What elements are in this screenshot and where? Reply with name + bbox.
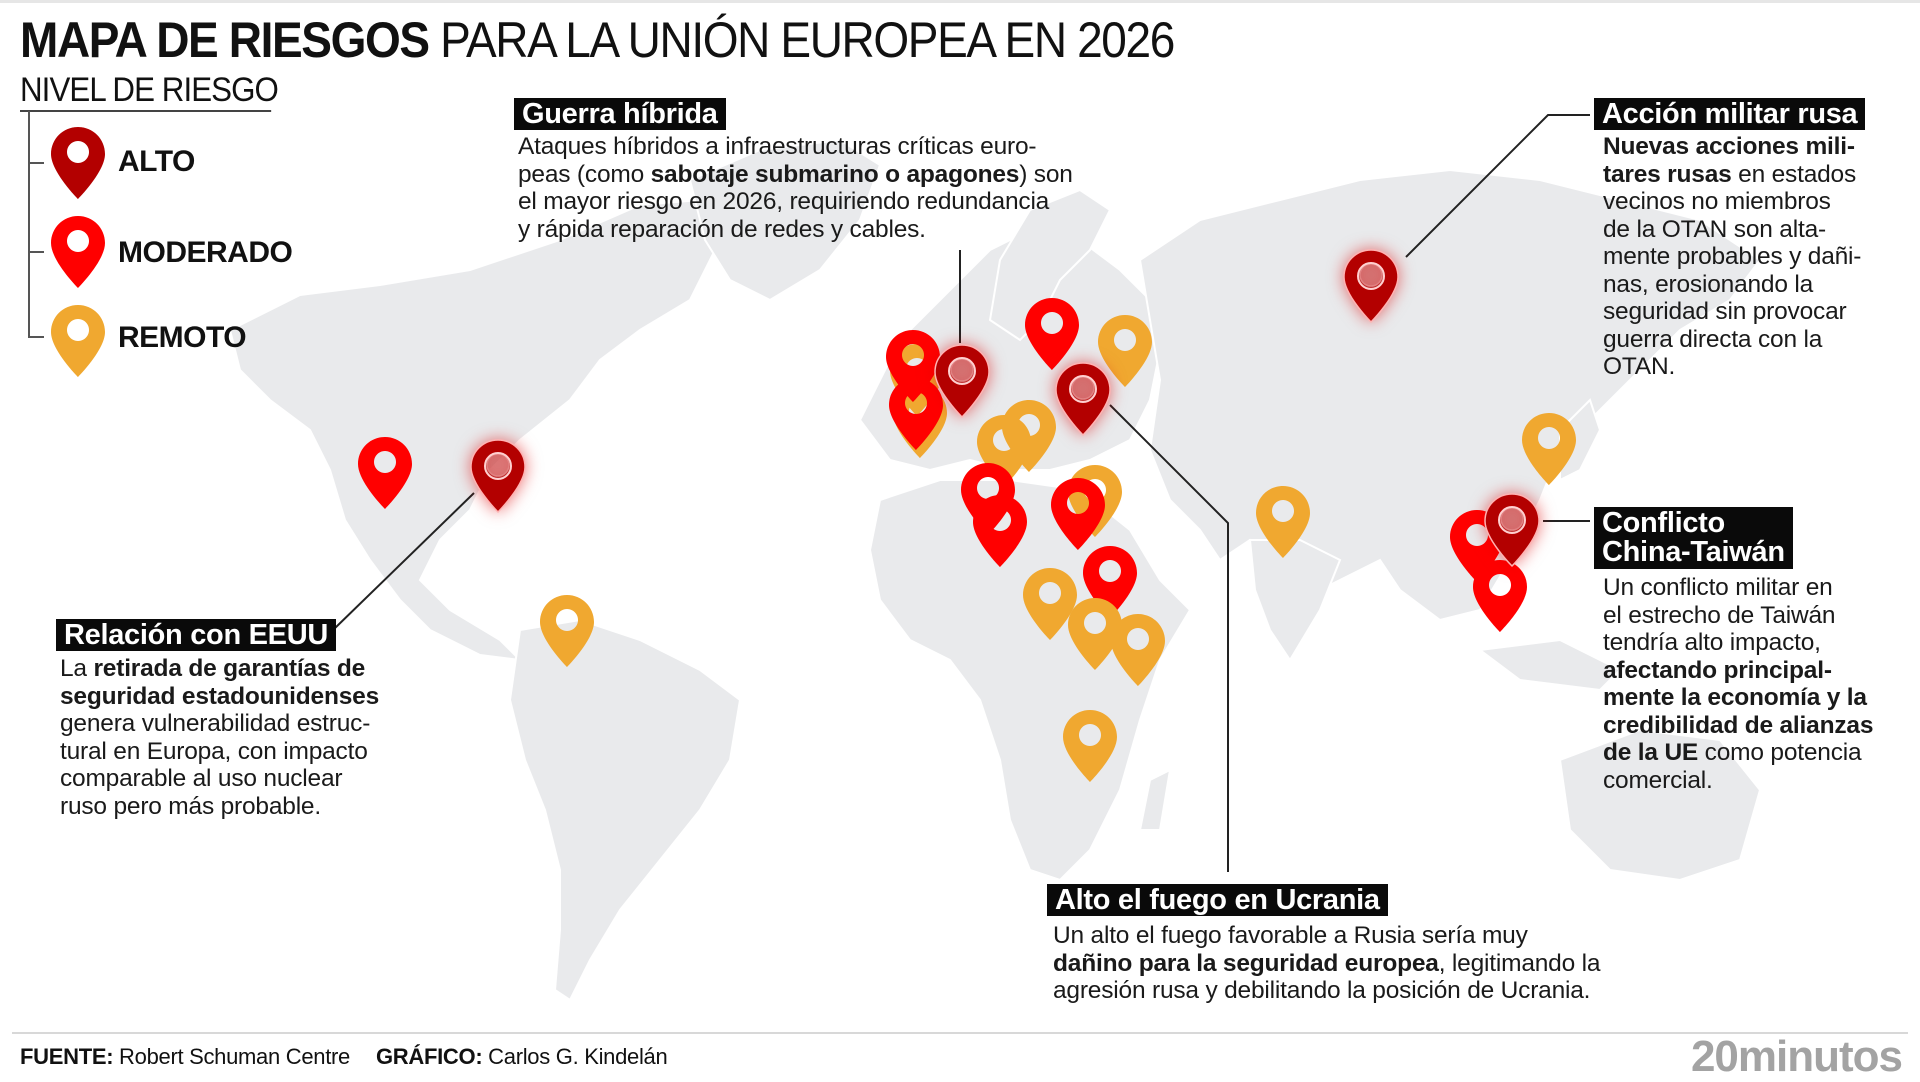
text-line: Ataques híbridos a infraestructuras crít… — [518, 133, 1037, 160]
legend-tree-line — [28, 111, 30, 338]
text-line: afectando principal- — [1603, 656, 1832, 684]
text-line: y rápida reparación de redes y cables. — [518, 215, 926, 243]
text-line: comparable al uso nuclear — [60, 765, 343, 792]
callout-text-accion-militar-rusa: Nuevas acciones mili- tares rusas en est… — [1603, 133, 1913, 381]
legend-pin-remoto-icon — [51, 305, 105, 377]
callout-text-guerra-hibrida: Ataques híbridos a infraestructuras crít… — [518, 133, 1138, 243]
south-america — [508, 618, 742, 1002]
text-line: peas (como sabotaje submarino o apagones… — [518, 160, 1073, 188]
text-line: el mayor riesgo en 2026, requiriendo red… — [518, 188, 1050, 215]
source-value: Robert Schuman Centre — [113, 1044, 350, 1069]
legend-pin-moderado-icon — [51, 216, 105, 288]
text-line: seguridad sin provocar — [1603, 298, 1847, 325]
se-asia-islands — [1477, 638, 1622, 692]
text-line: de la UE como potencia — [1603, 739, 1862, 766]
map-pin-moderado-icon — [1473, 560, 1527, 632]
text-line: ruso pero más probable. — [60, 792, 321, 820]
title-light: PARA LA UNIÓN EUROPEA EN 2026 — [440, 12, 1175, 68]
footer-divider — [12, 1032, 1908, 1034]
text-line: OTAN. — [1603, 353, 1676, 380]
text-line: Un conflicto militar en — [1603, 574, 1833, 601]
map-pin-alto-icon — [934, 344, 990, 419]
callout-title-guerra-hibrida: Guerra híbrida — [514, 98, 726, 130]
map-pin-moderado-icon — [889, 378, 943, 450]
india — [1248, 539, 1342, 662]
map-pin-remoto-icon — [540, 595, 594, 667]
text-line: La retirada de garantías de — [60, 655, 366, 682]
map-pin-remoto-icon — [1002, 400, 1056, 472]
text-line: tural en Europa, con impacto — [60, 737, 368, 765]
map-pin-remoto-icon — [1023, 568, 1077, 640]
text-line: seguridad estadounidenses — [60, 682, 380, 710]
map-pin-moderado-icon — [1025, 298, 1079, 370]
footer-credits: FUENTE: Robert Schuman Centre GRÁFICO: Ca… — [20, 1044, 668, 1070]
greenland — [688, 138, 882, 302]
map-pin-remoto-icon — [1068, 598, 1122, 670]
text-line: de la OTAN son alta- — [1603, 215, 1826, 243]
north-america — [228, 198, 722, 662]
text-line: Un alto el fuego favorable a Rusia sería… — [1053, 922, 1528, 949]
page-title: MAPA DE RIESGOS PARA LA UNIÓN EUROPEA EN… — [20, 12, 1175, 68]
legend-label-remoto: REMOTO — [118, 321, 247, 354]
source-label: FUENTE: — [20, 1044, 114, 1069]
map-pin-alto-icon — [1484, 493, 1540, 568]
map-pin-moderado-icon — [973, 495, 1027, 567]
text-line: agresión rusa y debilitando la posición … — [1053, 977, 1591, 1004]
legend-title: NIVEL DE RIESGO — [20, 72, 279, 112]
callout-title-relacion-eeuu: Relación con EEUU — [56, 619, 337, 651]
australia — [1558, 728, 1762, 882]
text-line: mente la economía y la — [1603, 684, 1867, 711]
legend-tick — [28, 336, 44, 338]
legend-pin-alto-icon — [51, 127, 105, 199]
callout-title-accion-militar-rusa: Acción militar rusa — [1594, 98, 1866, 130]
text-line: mente probables y dañi- — [1603, 243, 1862, 270]
graphic-label: GRÁFICO: — [375, 1044, 483, 1069]
map-pin-remoto-icon — [1098, 315, 1152, 387]
text-line: tares rusas en estados — [1603, 160, 1857, 188]
legend-tick — [28, 251, 44, 253]
callout-text-relacion-eeuu: La retirada de garantías de seguridad es… — [60, 655, 420, 820]
map-pin-remoto-icon — [1111, 614, 1165, 686]
map-pin-moderado-icon — [358, 437, 412, 509]
text-line: comercial. — [1603, 766, 1713, 794]
callout-text-china-taiwan: Un conflicto militar en el estrecho de T… — [1603, 574, 1913, 794]
map-pin-remoto-icon — [1063, 710, 1117, 782]
map-pin-alto-icon — [1055, 362, 1111, 437]
text-line: vecinos no miembros — [1603, 188, 1831, 215]
text-line: nas, erosionando la — [1603, 270, 1814, 298]
text-line: tendría alto impacto, — [1603, 629, 1821, 656]
map-pin-remoto-icon — [1256, 486, 1310, 558]
graphic-value: Carlos G. Kindelán — [482, 1044, 668, 1069]
map-pin-alto-icon — [1343, 249, 1399, 324]
text-line: genera vulnerabilidad estruc- — [60, 710, 371, 737]
brand-logo: 20minutos — [1690, 1032, 1903, 1081]
text-line: Nuevas acciones mili- — [1603, 133, 1855, 160]
callout-text-alto-fuego-ucrania: Un alto el fuego favorable a Rusia sería… — [1053, 922, 1693, 1005]
madagascar — [1138, 768, 1172, 831]
text-line: dañino para la seguridad europea, legiti… — [1053, 949, 1601, 977]
text-line: el estrecho de Taiwán — [1603, 601, 1836, 629]
callout-title-china-taiwan: Conflicto China-Taiwán — [1594, 507, 1793, 569]
map-pin-remoto-icon — [1522, 413, 1576, 485]
legend-label-alto: ALTO — [118, 145, 195, 178]
legend-tick — [28, 162, 44, 164]
text-line: credibilidad de alianzas — [1603, 711, 1874, 739]
callout-title-alto-fuego-ucrania: Alto el fuego en Ucrania — [1047, 884, 1388, 916]
top-border — [0, 0, 1920, 3]
legend-label-moderado: MODERADO — [118, 236, 293, 269]
map-pin-alto-icon — [470, 439, 526, 514]
map-pin-moderado-icon — [1051, 478, 1105, 550]
title-bold: MAPA DE RIESGOS — [20, 12, 430, 68]
text-line: guerra directa con la — [1603, 325, 1823, 353]
